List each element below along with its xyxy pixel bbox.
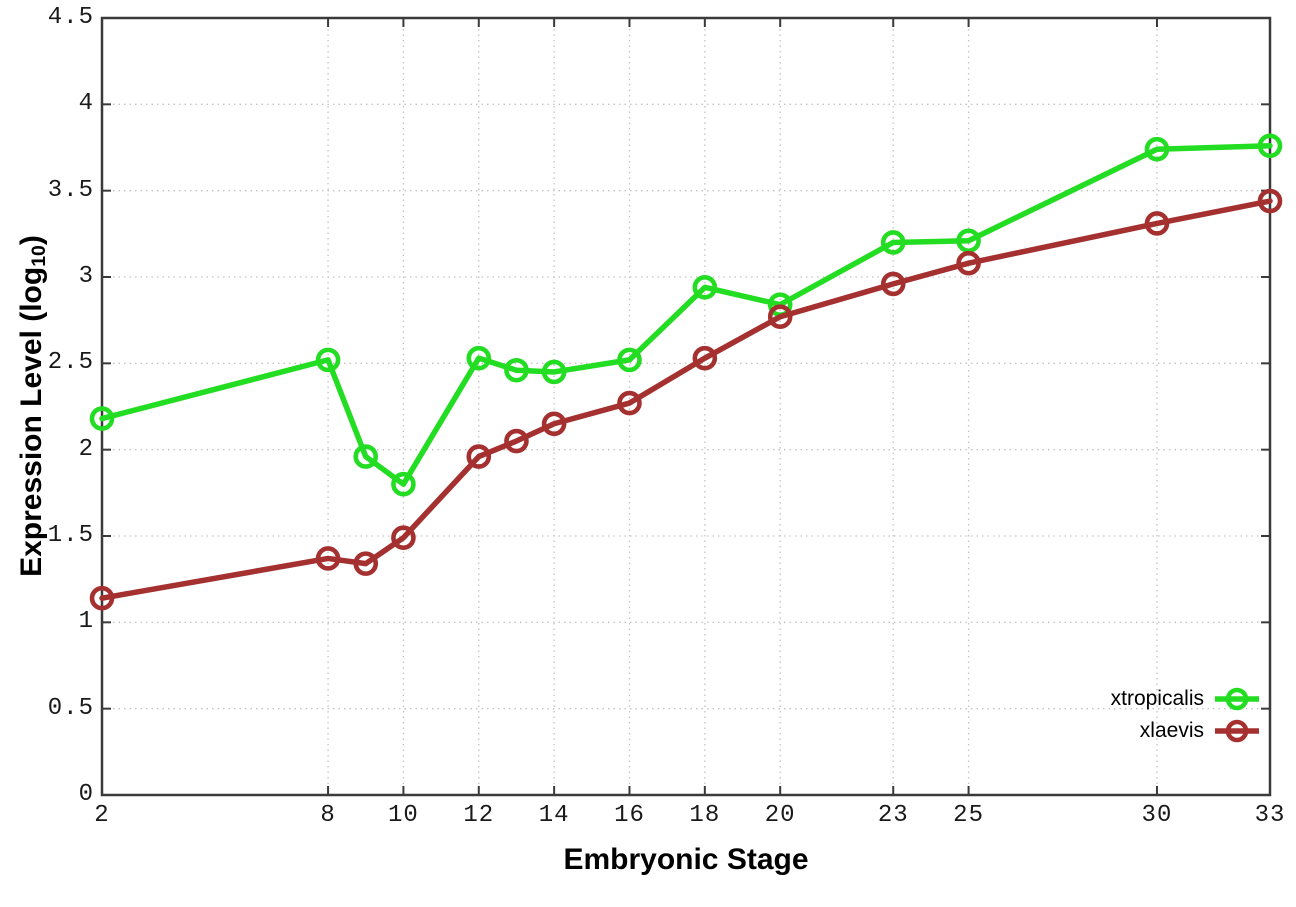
y-tick-label: 1 [78,608,94,636]
legend-label: xtropicalis [1110,686,1204,710]
x-tick-label: 18 [689,802,721,829]
data-point-marker-xlaevis [466,444,492,469]
y-axis-title: Expression Level (log10) [15,235,51,577]
data-point-marker-xtropicalis [466,345,492,371]
data-point-marker-xlaevis [315,546,341,571]
y-tick-label: 4 [78,90,94,118]
data-point-marker-xtropicalis [1257,133,1283,159]
y-tick-label: 4.5 [47,4,94,31]
x-tick-label: 23 [877,802,909,829]
x-tick-label: 14 [538,802,570,829]
data-point-marker-xlaevis [692,345,718,371]
y-tick-label: 0.5 [47,694,94,722]
y-axis-title-subscript: 10 [28,245,51,267]
x-tick-label: 12 [463,802,495,829]
data-point-marker-xlaevis [353,551,379,576]
y-tick-label: 1.5 [47,522,94,549]
data-point-marker-xtropicalis [541,359,567,385]
data-point-marker-xlaevis [1257,188,1283,214]
y-axis-title-text: Expression Level (log [15,266,48,577]
plot-border [100,16,1272,797]
legend-label: xlaevis [1139,718,1204,742]
y-axis-title-suffix: ) [15,235,48,246]
data-point-marker-xtropicalis [391,471,416,497]
data-point-marker-xtropicalis [617,347,642,373]
legend-item-xlaevis: xlaevis [1140,716,1260,745]
x-tick-label: 16 [614,802,645,829]
x-tick-label: 10 [388,802,419,829]
data-point-marker-xtropicalis [504,357,529,383]
x-tick-label: 30 [1141,802,1173,829]
data-point-marker-xtropicalis [956,228,981,254]
legend-item-xtropicalis: xtropicalis [1111,684,1260,713]
data-point-marker-xlaevis [956,250,981,276]
data-point-marker-xlaevis [89,585,115,611]
x-tick-label: 2 [94,802,110,829]
data-point-marker-xtropicalis [89,406,115,431]
legend: xtropicalis xlaevis [1111,684,1260,745]
x-tick-label: 20 [764,802,796,829]
data-point-marker-xlaevis [541,411,567,437]
data-point-marker-xtropicalis [353,444,379,469]
y-tick-label: 3 [78,263,94,290]
y-tick-label: 3.5 [47,176,94,204]
data-point-marker-xlaevis [880,271,906,297]
data-point-marker-xlaevis [391,525,416,551]
data-point-marker-xlaevis [1144,211,1170,236]
series-line-xlaevis [99,198,1273,601]
y-tick-label: 2 [78,435,94,463]
data-point-marker-xlaevis [767,304,793,330]
x-tick-label: 25 [953,802,984,829]
data-point-marker-xtropicalis [1144,136,1170,162]
y-tick-label: 2.5 [47,349,94,377]
data-point-marker-xlaevis [504,428,529,454]
data-point-marker-xtropicalis [880,230,906,255]
y-tick-label: 0 [78,781,94,808]
legend-sample-icon [1215,719,1259,742]
data-point-marker-xtropicalis [692,275,718,300]
legend-sample-icon [1215,687,1259,710]
data-point-marker-xlaevis [617,390,642,416]
x-axis-title: Embryonic Stage [563,843,809,876]
x-tick-label: 33 [1254,802,1286,829]
data-point-marker-xtropicalis [315,347,341,373]
x-tick-label: 8 [320,802,336,829]
series-line-xtropicalis [99,143,1273,487]
